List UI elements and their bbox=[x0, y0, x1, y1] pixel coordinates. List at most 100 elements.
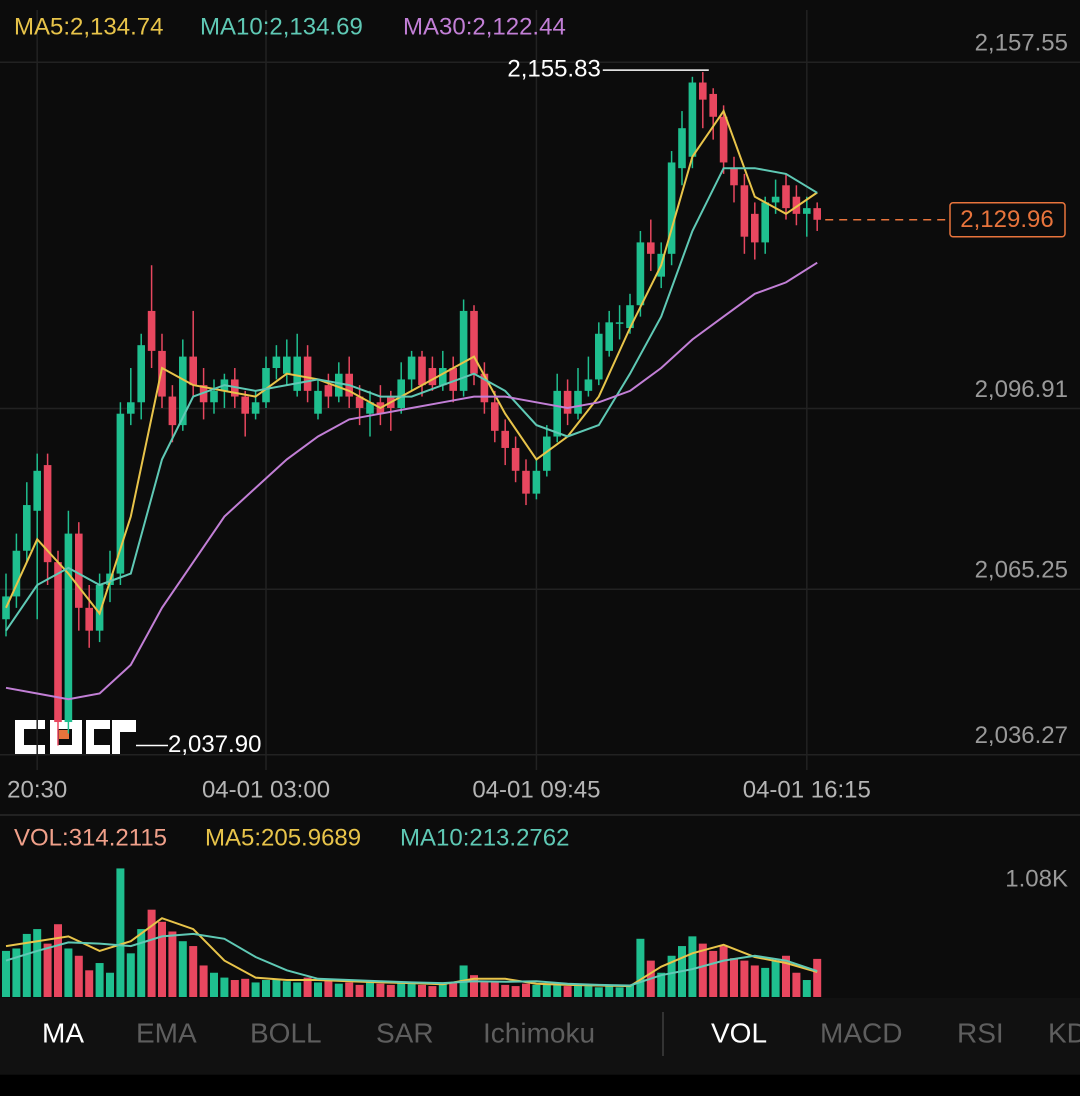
candle-body bbox=[272, 356, 281, 369]
candle-body bbox=[303, 356, 312, 391]
volume-bar bbox=[230, 980, 239, 997]
candle-body bbox=[553, 390, 561, 437]
volume-bar bbox=[397, 982, 406, 997]
indicator-tab[interactable]: BOLL bbox=[250, 1017, 322, 1048]
sub-indicator-tab[interactable]: VOL bbox=[711, 1017, 767, 1048]
sub-indicator-tab[interactable]: KD bbox=[1048, 1017, 1080, 1048]
candle-body bbox=[470, 310, 478, 374]
volume-bar bbox=[345, 982, 354, 997]
volume-bar bbox=[12, 948, 21, 997]
volume-bar bbox=[719, 946, 728, 997]
x-tick-label: 04-01 16:15 bbox=[743, 776, 871, 803]
volume-bar bbox=[428, 986, 437, 997]
indicator-tab[interactable]: Ichimoku bbox=[483, 1017, 595, 1048]
volume-bar bbox=[636, 938, 645, 997]
candle-body bbox=[574, 390, 582, 414]
volume-bar bbox=[241, 978, 250, 997]
candle-body bbox=[85, 607, 93, 631]
volume-bar bbox=[355, 984, 364, 997]
candle-body bbox=[563, 390, 572, 414]
candle-body bbox=[699, 82, 707, 100]
volume-bar bbox=[282, 981, 291, 997]
volume-bar bbox=[553, 984, 562, 997]
candle-body bbox=[12, 550, 21, 597]
legend-entry: MA5:205.9689 bbox=[205, 824, 361, 851]
candle-body bbox=[189, 356, 197, 386]
candle-body bbox=[459, 310, 468, 391]
volume-bar bbox=[189, 946, 198, 997]
candle-body bbox=[751, 213, 759, 243]
volume-bar bbox=[272, 978, 281, 997]
candle-body bbox=[803, 208, 811, 214]
indicator-tab[interactable]: EMA bbox=[136, 1017, 197, 1048]
ma-line bbox=[5, 167, 818, 632]
candle-body bbox=[522, 470, 530, 494]
volume-bar bbox=[771, 960, 780, 997]
volume-bar bbox=[54, 924, 62, 997]
volume-bar bbox=[626, 984, 634, 997]
candle-body bbox=[366, 402, 374, 414]
volume-bar bbox=[366, 981, 374, 997]
tab-bar bbox=[0, 998, 1080, 1074]
candle-body bbox=[54, 562, 62, 723]
sub-indicator-tab[interactable]: RSI bbox=[957, 1017, 1004, 1048]
candle-body bbox=[397, 379, 405, 408]
volume-bar bbox=[64, 948, 73, 997]
volume-bar bbox=[532, 984, 541, 997]
legend-entry: MA10:2,134.69 bbox=[200, 13, 363, 40]
volume-bar bbox=[199, 965, 208, 997]
sub-indicator-tab[interactable]: MACD bbox=[820, 1017, 902, 1048]
volume-ma-line bbox=[5, 932, 818, 987]
legend-entry: MA30:2,122.44 bbox=[403, 13, 566, 40]
volume-bar bbox=[407, 983, 416, 997]
volume-bar bbox=[574, 984, 582, 997]
candle-body bbox=[2, 596, 10, 620]
volume-bar bbox=[74, 955, 83, 997]
volume-bar bbox=[116, 868, 125, 997]
volume-bar bbox=[334, 983, 343, 997]
volume-bar bbox=[251, 982, 260, 997]
candle-body bbox=[314, 390, 322, 414]
candle-body bbox=[595, 333, 603, 380]
volume-bar bbox=[813, 958, 822, 997]
candle-body bbox=[792, 196, 801, 214]
volume-bar bbox=[137, 929, 146, 997]
candle-body bbox=[428, 368, 437, 386]
volume-bar bbox=[802, 980, 811, 997]
candle-body bbox=[439, 368, 447, 386]
volume-bar bbox=[594, 987, 603, 997]
candle-body bbox=[210, 390, 218, 403]
volume-bar bbox=[168, 931, 177, 997]
x-tick-label: 04-01 03:00 bbox=[202, 776, 330, 803]
candle-body bbox=[116, 413, 125, 574]
x-tick-label: 04-01 09:45 bbox=[472, 776, 600, 803]
candle-body bbox=[740, 185, 749, 237]
volume-bar bbox=[158, 921, 166, 997]
candle-body bbox=[179, 356, 187, 426]
last-price-box bbox=[949, 202, 1066, 238]
volume-bar bbox=[730, 958, 738, 997]
indicator-tab[interactable]: MA bbox=[42, 1017, 84, 1048]
candle-body bbox=[168, 396, 177, 426]
candle-body bbox=[491, 402, 499, 431]
y-tick-label: 2,036.27 bbox=[975, 722, 1068, 749]
legend-entry: MA10:213.2762 bbox=[400, 824, 569, 851]
volume-bar bbox=[262, 980, 270, 997]
candle-body bbox=[636, 242, 645, 306]
y-tick-label: 1.08K bbox=[1005, 865, 1068, 892]
candle-body bbox=[147, 310, 156, 351]
indicator-tab[interactable]: SAR bbox=[376, 1017, 434, 1048]
candle-body bbox=[719, 116, 728, 163]
candle-body bbox=[647, 242, 655, 254]
candle-body bbox=[262, 368, 270, 403]
volume-bar bbox=[2, 950, 10, 997]
volume-bar bbox=[449, 982, 458, 997]
volume-bar bbox=[438, 983, 447, 997]
candle-body bbox=[407, 356, 416, 380]
volume-bar bbox=[126, 953, 135, 997]
volume-bar bbox=[688, 936, 697, 997]
candle-body bbox=[678, 128, 686, 169]
volume-bar bbox=[605, 986, 614, 997]
